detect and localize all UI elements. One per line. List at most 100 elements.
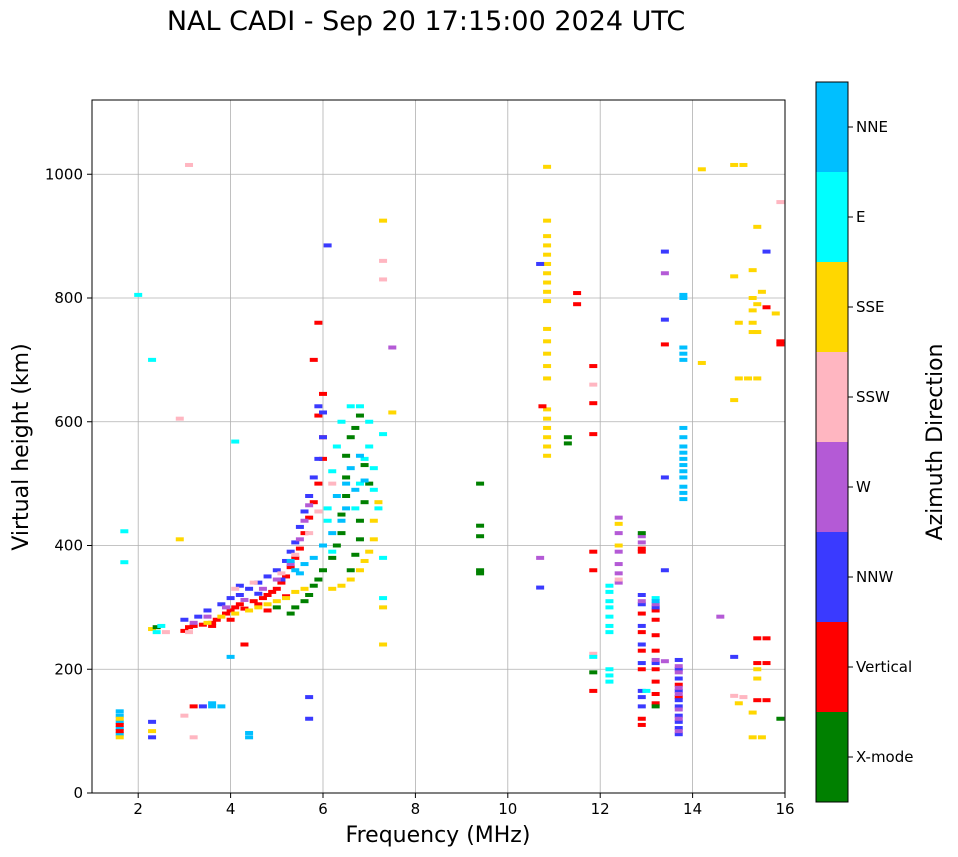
data-point xyxy=(115,709,124,714)
data-point xyxy=(605,667,614,672)
data-point xyxy=(180,617,189,622)
data-point xyxy=(614,531,623,536)
data-point xyxy=(319,568,327,573)
data-point xyxy=(748,710,757,715)
data-point xyxy=(282,574,291,579)
data-point xyxy=(538,404,547,409)
data-point xyxy=(589,432,598,437)
data-point xyxy=(337,518,346,523)
x-tick-label: 2 xyxy=(133,800,143,818)
data-point xyxy=(637,534,646,539)
data-point xyxy=(651,602,660,607)
data-point xyxy=(198,704,207,709)
data-point xyxy=(543,289,552,294)
colorbar-swatch xyxy=(816,172,848,262)
data-point xyxy=(605,630,614,635)
data-point xyxy=(319,410,327,415)
data-point xyxy=(543,280,552,285)
data-point xyxy=(157,623,166,628)
data-point xyxy=(277,577,286,582)
data-point xyxy=(614,562,623,567)
colorbar-tick-label: SSE xyxy=(856,298,885,316)
data-point xyxy=(543,407,552,412)
data-point xyxy=(323,243,332,248)
x-axis-ticks: 2 4 6 8 10 12 14 16 xyxy=(133,793,795,818)
data-point xyxy=(328,481,337,486)
data-point xyxy=(323,506,332,511)
data-point xyxy=(189,735,198,740)
data-point xyxy=(369,518,378,523)
data-point xyxy=(660,249,669,254)
colorbar-tick-label: NNE xyxy=(856,118,888,136)
data-point xyxy=(337,531,346,536)
data-point xyxy=(314,481,323,486)
data-point xyxy=(152,630,161,635)
data-point xyxy=(674,685,683,690)
data-point xyxy=(272,599,281,604)
data-point xyxy=(651,692,660,696)
data-point xyxy=(328,555,337,560)
data-point xyxy=(637,722,646,727)
data-point xyxy=(674,716,683,721)
data-point xyxy=(476,571,485,576)
data-point xyxy=(189,623,198,628)
data-point xyxy=(543,351,552,356)
data-point xyxy=(674,688,683,693)
data-point xyxy=(637,642,646,647)
data-point xyxy=(272,605,281,610)
data-point xyxy=(314,320,323,325)
data-point xyxy=(753,330,762,335)
data-point xyxy=(679,475,688,480)
data-point xyxy=(679,469,688,474)
data-point xyxy=(300,509,309,514)
data-point xyxy=(115,719,124,724)
y-tick-label: 200 xyxy=(54,660,83,678)
data-point xyxy=(637,531,646,536)
data-point xyxy=(679,345,688,350)
data-point xyxy=(637,599,646,604)
colorbar-swatch xyxy=(816,262,848,352)
data-point xyxy=(388,345,397,350)
data-point xyxy=(679,444,688,449)
x-tick-label: 10 xyxy=(498,800,517,818)
colorbar-swatch xyxy=(816,352,848,442)
data-point xyxy=(637,648,646,653)
colorbar-swatch xyxy=(816,622,848,712)
data-point xyxy=(360,456,369,461)
data-point xyxy=(342,453,351,458)
data-point xyxy=(730,274,739,279)
data-point xyxy=(753,698,762,703)
data-point xyxy=(739,695,748,700)
data-point xyxy=(351,425,360,430)
data-point xyxy=(614,580,623,585)
data-point xyxy=(175,416,184,421)
data-point xyxy=(637,667,646,672)
data-point xyxy=(300,599,309,604)
data-point xyxy=(231,439,240,444)
data-point xyxy=(716,614,725,619)
data-point xyxy=(543,243,552,248)
data-point xyxy=(476,523,485,528)
data-point xyxy=(263,602,272,607)
data-point xyxy=(254,605,263,610)
data-point xyxy=(226,608,235,613)
data-point xyxy=(536,585,545,590)
data-point xyxy=(605,673,614,678)
data-point xyxy=(614,577,623,582)
data-point xyxy=(235,602,244,607)
data-point xyxy=(300,531,309,536)
data-point xyxy=(730,398,739,403)
data-point xyxy=(753,376,762,381)
data-point xyxy=(115,716,124,721)
data-point xyxy=(115,722,124,727)
data-point xyxy=(674,667,683,672)
data-point xyxy=(753,224,762,229)
data-point xyxy=(379,432,388,437)
data-point xyxy=(674,713,683,718)
data-point xyxy=(305,695,314,700)
data-point xyxy=(651,704,660,709)
data-point xyxy=(309,357,318,362)
data-point xyxy=(563,441,572,446)
data-point xyxy=(605,583,614,588)
